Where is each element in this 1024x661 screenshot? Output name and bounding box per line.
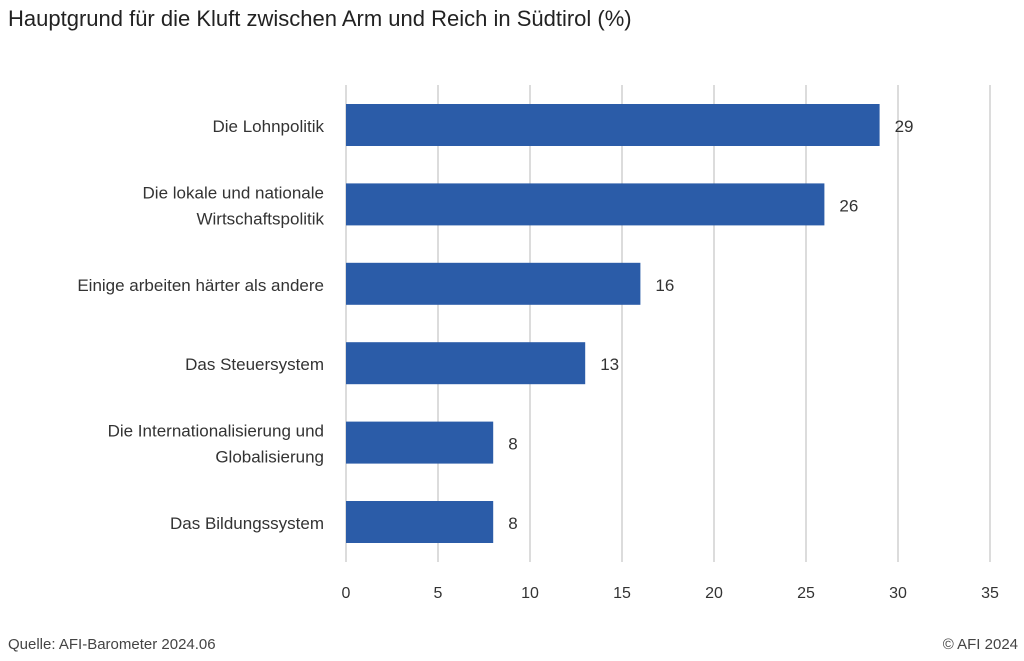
- category-label: Die lokale und nationale: [143, 183, 324, 202]
- x-tick-label: 35: [981, 585, 999, 602]
- bar: [346, 342, 586, 385]
- data-label: 16: [655, 276, 674, 295]
- category-label: Wirtschaftspolitik: [196, 209, 324, 228]
- bar: [346, 183, 825, 226]
- category-label: Die Internationalisierung und: [108, 422, 324, 441]
- data-label: 26: [839, 196, 858, 215]
- x-tick-label: 20: [705, 585, 723, 602]
- chart-title: Hauptgrund für die Kluft zwischen Arm un…: [8, 6, 632, 31]
- bar: [346, 262, 641, 305]
- x-tick-label: 10: [521, 585, 539, 602]
- copyright: © AFI 2024: [942, 636, 1018, 653]
- x-tick-label: 0: [342, 585, 351, 602]
- category-label: Globalisierung: [215, 448, 324, 467]
- x-tick-label: 15: [613, 585, 631, 602]
- data-label: 29: [895, 117, 914, 136]
- bar: [346, 421, 494, 464]
- data-label: 8: [508, 514, 517, 533]
- x-tick-label: 30: [889, 585, 907, 602]
- x-tick-label: 5: [434, 585, 443, 602]
- data-label: 13: [600, 355, 619, 374]
- category-label: Das Bildungssystem: [170, 514, 324, 533]
- x-tick-label: 25: [797, 585, 815, 602]
- category-label: Das Steuersystem: [185, 355, 324, 374]
- data-label: 8: [508, 435, 517, 454]
- category-label: Die Lohnpolitik: [212, 117, 324, 136]
- category-label: Einige arbeiten härter als andere: [77, 276, 324, 295]
- source-note: Quelle: AFI-Barometer 2024.06: [8, 636, 216, 653]
- bar: [346, 501, 494, 543]
- bar: [346, 104, 880, 146]
